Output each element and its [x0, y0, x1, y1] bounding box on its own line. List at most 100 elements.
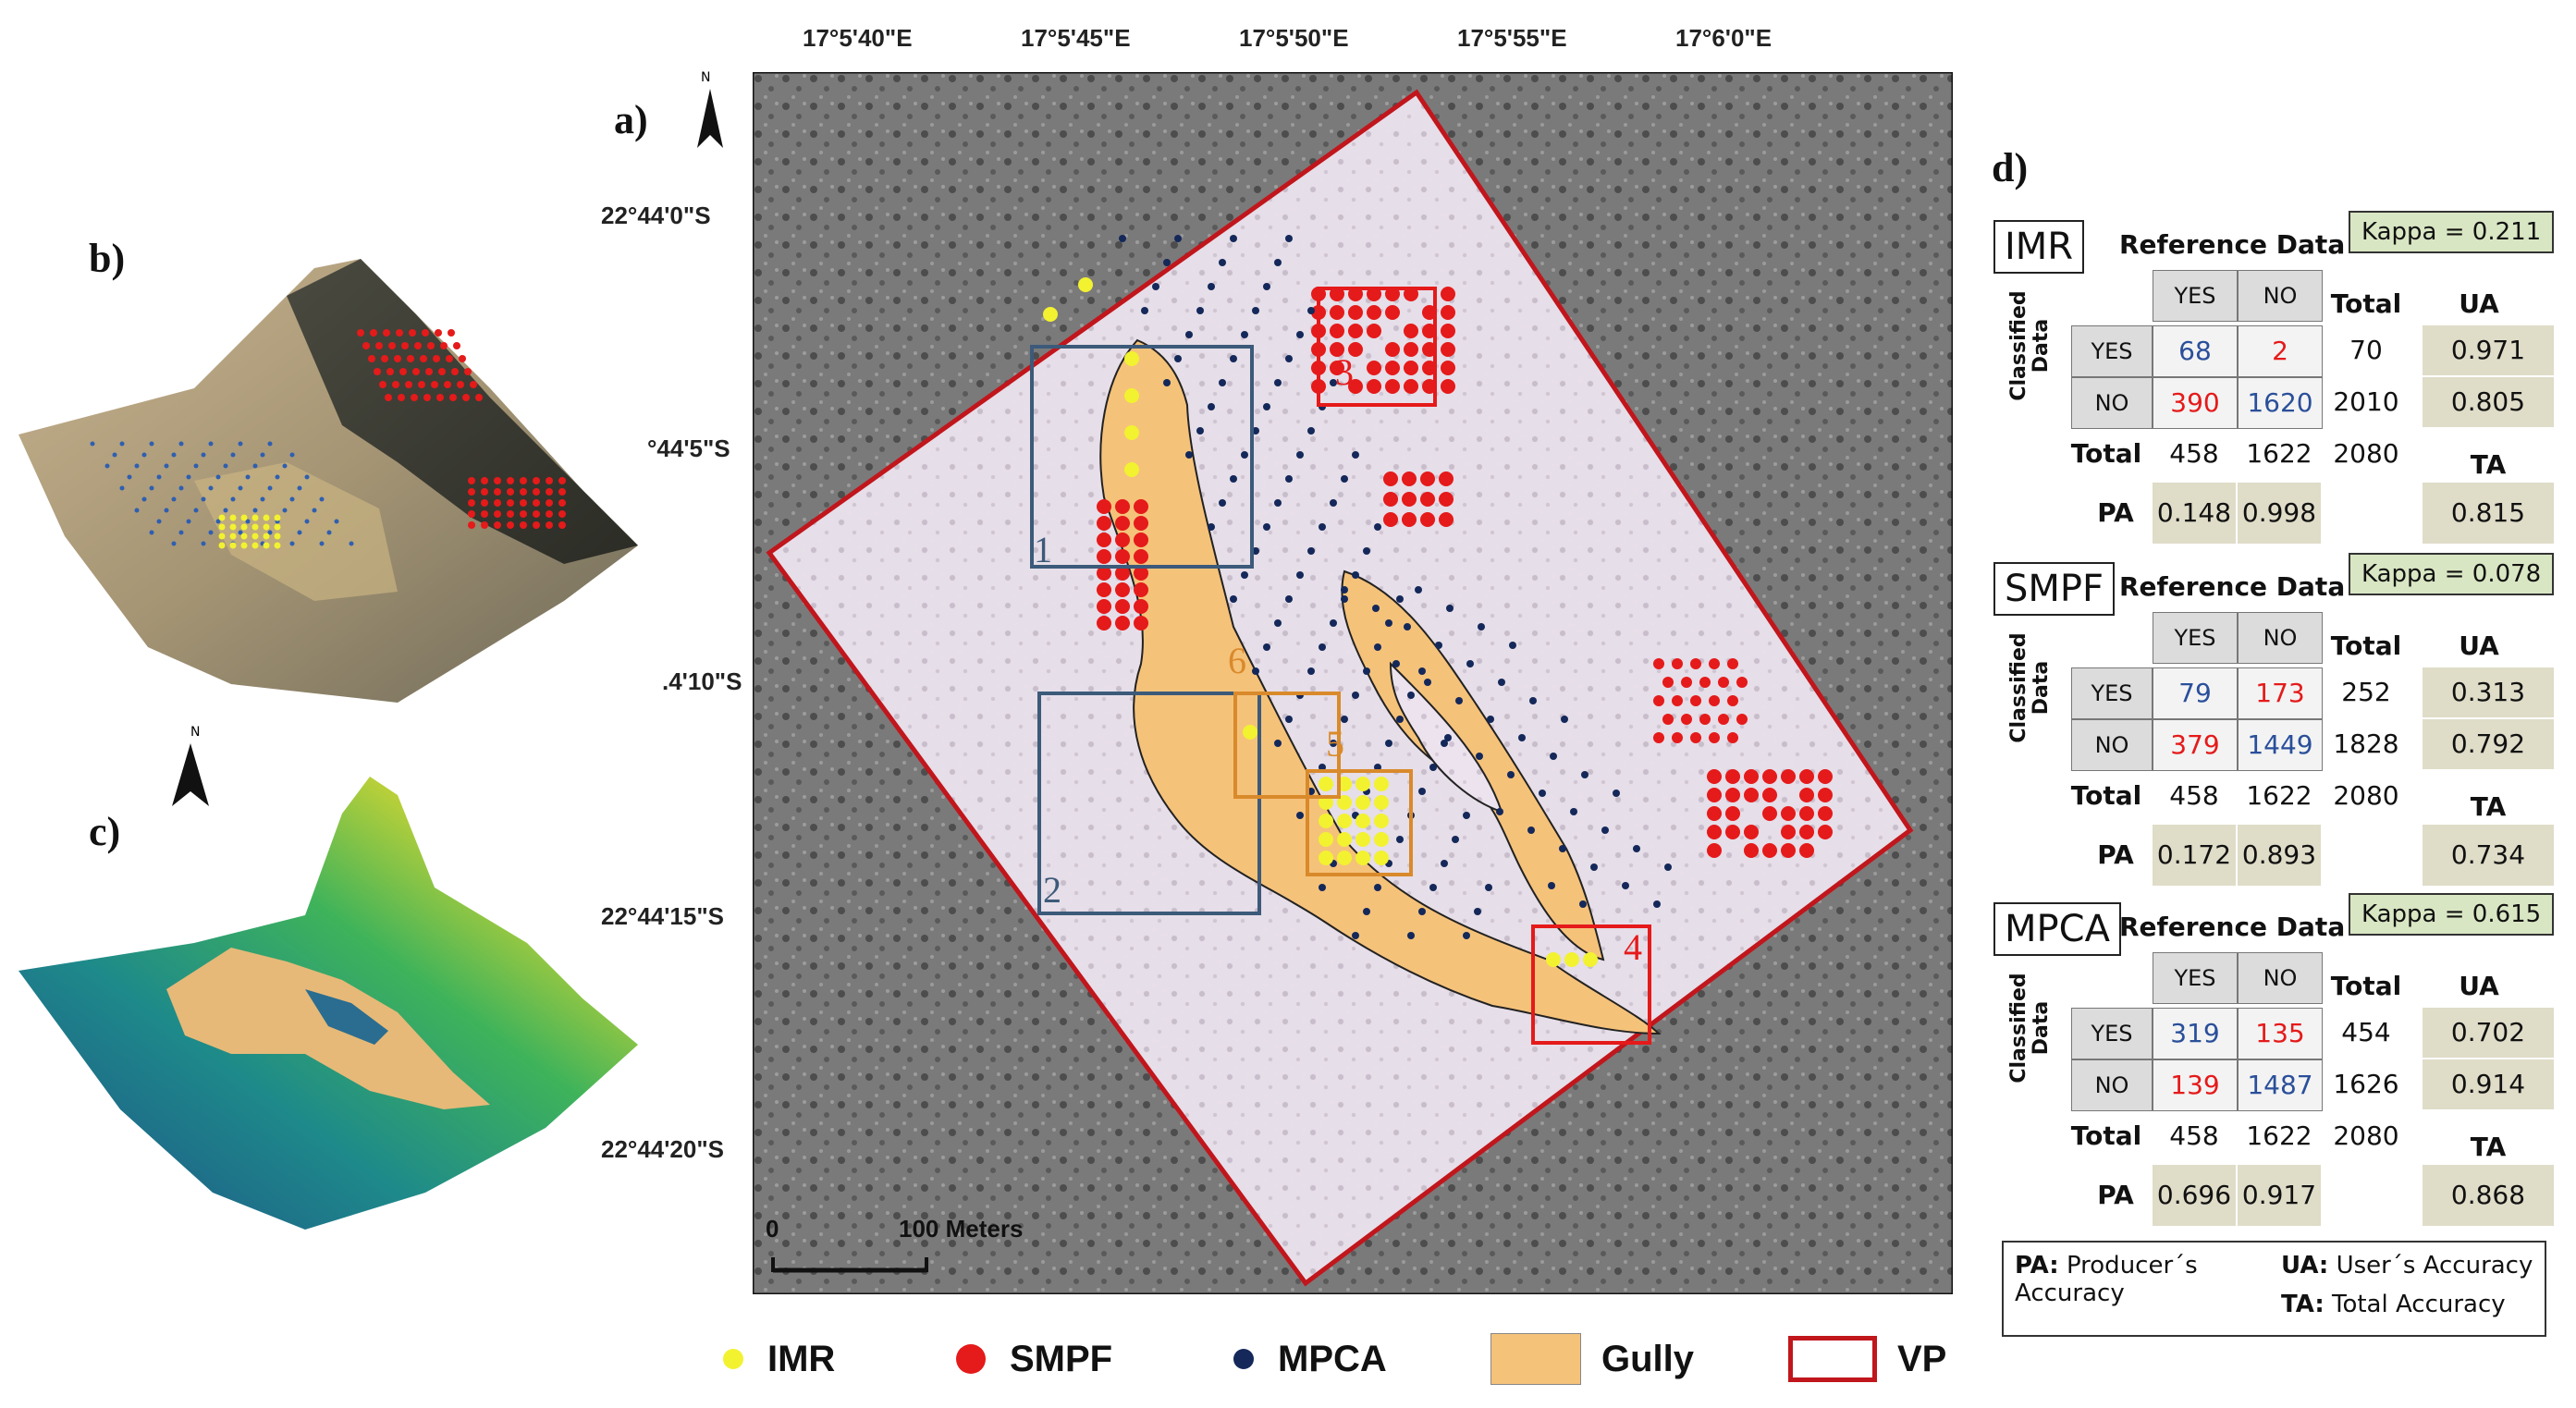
pa-row-label: PA [2097, 839, 2134, 870]
smpf-dot [1404, 324, 1418, 338]
reference-data-title: Reference Data [2119, 571, 2346, 602]
mpca-dot [1285, 595, 1293, 603]
smpf-dot-3d [507, 499, 514, 507]
smpf-dot [1097, 499, 1111, 514]
imr-dot [1043, 307, 1058, 322]
smpf-dot-3d [362, 342, 370, 349]
mpca-dot-3d [267, 530, 273, 535]
smpf-dot [1134, 516, 1148, 531]
mpca-dot [1601, 826, 1609, 834]
lon-label-3: 17°5'50"E [1239, 24, 1349, 52]
box-5-label: 5 [1326, 723, 1344, 765]
ta-value-cell: 0.734 [2423, 825, 2554, 886]
yes-yes-cell: 68 [2153, 325, 2238, 377]
mpca-dot-3d [230, 496, 236, 502]
smpf-dot [1799, 806, 1814, 821]
smpf-dot-3d [414, 342, 422, 349]
mpca-dot-3d [193, 463, 199, 469]
smpf-dot [1385, 379, 1400, 394]
mpca-dot-3d [312, 508, 317, 513]
mpca-dot [1208, 523, 1215, 531]
row-yes-header: YES [2071, 325, 2153, 377]
mpca-dot [1374, 523, 1381, 531]
mpca-dot-3d [245, 474, 251, 480]
imr-dot-3d [274, 542, 281, 549]
smpf-dot [1439, 512, 1454, 527]
mpca-dot-3d [334, 519, 339, 524]
north-arrow-icon [172, 743, 209, 806]
reference-data-title: Reference Data [2119, 229, 2346, 260]
lat-label-4: 22°44'15"S [601, 902, 725, 930]
mpca-dot [1613, 790, 1620, 797]
yes-total-cell: 454 [2341, 1017, 2391, 1047]
mpca-dot [1653, 900, 1661, 908]
mpca-dot-3d [112, 452, 117, 458]
mpca-dot-3d [119, 441, 125, 447]
mpca-dot [1341, 595, 1348, 603]
mpca-dot-3d [215, 519, 221, 524]
smpf-dot-3d [385, 394, 392, 401]
mpca-dot [1263, 643, 1270, 651]
mpca-dot [1474, 908, 1481, 915]
smpf-dot [1718, 714, 1729, 725]
mpca-dot [1319, 523, 1326, 531]
yes-ua-cell: 0.971 [2423, 325, 2554, 375]
smpf-dot [1420, 471, 1435, 486]
smpf-dot [1385, 305, 1400, 320]
mpca-dot [1518, 734, 1526, 741]
mpca-dot [1581, 771, 1589, 778]
smpf-dot [1681, 677, 1692, 688]
mpca-dot-3d [297, 530, 302, 535]
smpf-dot [1383, 492, 1398, 507]
smpf-dot-3d [459, 355, 466, 362]
smpf-dot [1385, 342, 1400, 357]
smpf-dot-3d [546, 477, 553, 484]
abbrev-ua: UA: User´s Accuracy [2281, 1252, 2533, 1279]
smpf-dot [1799, 843, 1814, 858]
smpf-dot-3d [383, 329, 390, 337]
smpf-dot [1672, 695, 1683, 706]
mpca-dot [1559, 845, 1566, 852]
mpca-dot [1285, 235, 1293, 242]
smpf-dot-3d [520, 488, 527, 496]
mpca-dot [1185, 331, 1193, 338]
imr-dot-3d [240, 514, 248, 521]
pa-no-cell: 0.998 [2238, 483, 2321, 544]
smpf-dot [1818, 806, 1833, 821]
mpca-dot-3d [208, 530, 214, 535]
smpf-dot [1725, 788, 1740, 802]
col-no-header: NO [2238, 612, 2323, 664]
mpca-dot [1330, 379, 1337, 386]
panel-c-dem [18, 777, 638, 1230]
mpca-dot [1476, 753, 1483, 760]
no-ua-cell: 0.792 [2423, 719, 2554, 769]
mpca-dot [1590, 863, 1598, 871]
mpca-dot [1352, 932, 1359, 939]
smpf-dot-3d [507, 488, 514, 496]
mpca-dot [1285, 475, 1293, 483]
mpca-dot-3d [208, 485, 214, 491]
mpca-dot [1407, 932, 1415, 939]
smpf-dot [1115, 582, 1130, 597]
gully-hole [305, 989, 388, 1045]
no-yes-cell: 390 [2153, 377, 2238, 429]
no-no-cell: 1487 [2238, 1059, 2323, 1111]
smpf-dot-3d [494, 499, 501, 507]
mpca-dots-3d [90, 441, 354, 546]
legend-vp: VP [1788, 1331, 1946, 1387]
vp-boundary [766, 89, 1914, 1287]
imr-dot-3d [263, 542, 270, 549]
mpca-dot [1241, 571, 1248, 579]
mpca-dot [1307, 427, 1315, 435]
imr-dot-3d [229, 533, 237, 540]
mpca-dot [1466, 660, 1474, 667]
imr-dot-3d [251, 523, 259, 531]
smpf-dot [1818, 825, 1833, 839]
mpca-dot [1539, 790, 1546, 797]
mpca-dot [1363, 908, 1370, 915]
imr-dot [1546, 952, 1561, 967]
mpca-dot [1404, 623, 1411, 631]
mpca-dot [1529, 697, 1537, 704]
legend-mpca: MPCA [1233, 1331, 1387, 1387]
mpca-dot [1418, 788, 1426, 795]
